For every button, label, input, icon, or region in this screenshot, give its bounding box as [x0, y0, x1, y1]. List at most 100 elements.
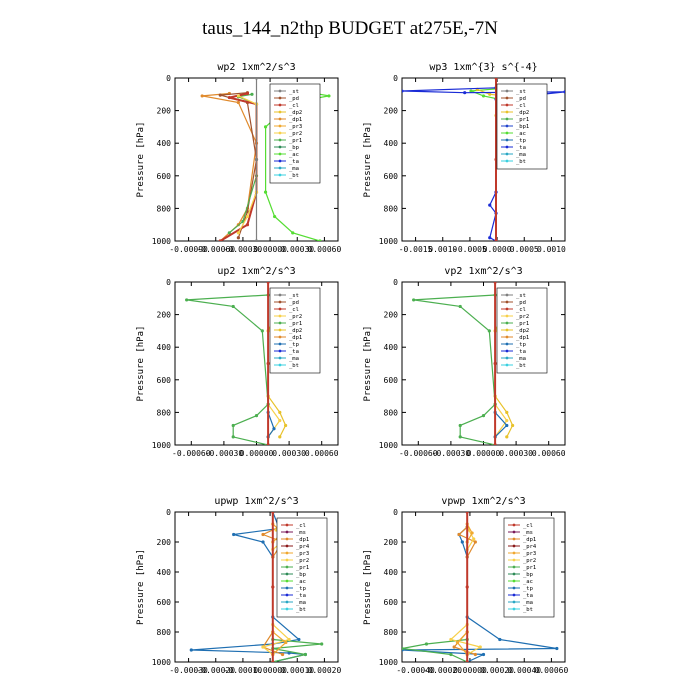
series-point-pr2 — [261, 645, 265, 649]
legend-label-bt: _bt — [523, 607, 533, 613]
series-point-dp1 — [473, 540, 477, 544]
plot-title: vpwp 1xm^2/s^3 — [441, 496, 525, 507]
series-point-cl — [245, 91, 250, 96]
legend-marker-pr2 — [278, 314, 282, 318]
legend-marker-ma — [505, 356, 509, 360]
series-point-pd — [218, 93, 222, 97]
y-tick-label: 200 — [384, 311, 399, 320]
legend-marker-cl — [278, 103, 282, 107]
legend-marker-pd — [278, 96, 282, 100]
x-tick-label: 0.00020 — [308, 666, 342, 675]
series-point-dp2 — [278, 435, 282, 439]
legend-marker-pr3 — [285, 551, 289, 555]
series-point-tp — [189, 648, 193, 652]
y-axis-label: Pressure [hPa] — [363, 326, 373, 402]
x-tick-label: -0.00010 — [224, 666, 263, 675]
series-point-tp — [481, 652, 486, 657]
series-point-pd — [236, 236, 240, 240]
x-tick-label: -0.00030 — [169, 666, 208, 675]
legend-label-tp: _tp — [523, 586, 533, 592]
y-tick-label: 600 — [157, 598, 172, 607]
series-point-pr1 — [303, 652, 307, 657]
legend-label-pr1: _pr1 — [516, 321, 529, 327]
plot-title: vp2 1xm^2/s^3 — [444, 266, 522, 277]
legend-marker-pr2 — [278, 131, 282, 135]
legend-label-bt: _bt — [516, 159, 526, 165]
legend-label-pd: _pd — [516, 96, 526, 102]
x-tick-label: 0.00060 — [532, 449, 566, 458]
legend-label-ma: _ma — [289, 356, 299, 362]
legend-label-ta: _ta — [516, 145, 526, 151]
series-line-pr1 — [228, 93, 258, 234]
series-point-pr3 — [470, 531, 474, 535]
x-tick-label: 0.00000 — [253, 666, 287, 675]
series-point-ac — [469, 89, 473, 93]
x-tick-label: -0.0005 — [453, 245, 487, 254]
legend-marker-ta — [278, 159, 282, 163]
legend-marker-pr3 — [512, 551, 516, 555]
legend-marker-ms — [512, 530, 516, 534]
y-tick-label: 800 — [384, 204, 399, 213]
series-point-cl — [227, 95, 231, 100]
series-point-dp1 — [236, 100, 240, 105]
plot-wp2: wp2 1xm^2/s^302004006008001000-0.00090-0… — [136, 62, 341, 254]
legend-label-cl: _cl — [289, 103, 299, 109]
series-point-pr1 — [458, 304, 462, 309]
series-line-pd — [220, 92, 258, 238]
x-tick-label: 0.00000 — [240, 449, 274, 458]
series-point-pr2 — [236, 94, 240, 98]
legend-label-ma: _ma — [523, 600, 533, 606]
y-tick-label: 0 — [166, 508, 171, 517]
legend-marker-pr1 — [278, 321, 282, 325]
series-point-tp — [555, 646, 559, 651]
series-point-dp2 — [511, 423, 515, 428]
y-tick-label: 400 — [157, 343, 172, 352]
series-point-pr2 — [478, 645, 482, 649]
series-point-cl — [271, 660, 275, 662]
legend-label-dp2: _dp2 — [516, 110, 529, 116]
legend-marker-bt — [278, 363, 282, 367]
legend-marker-pd — [505, 300, 509, 304]
legend-label-cl: _cl — [289, 307, 299, 313]
legend-label-st: _st — [289, 293, 299, 299]
legend-marker-cl — [505, 307, 509, 311]
series-point-cl — [266, 282, 270, 284]
x-tick-label: -0.0015 — [399, 245, 433, 254]
plot-frame — [401, 511, 566, 663]
x-tick-label: 0.00060 — [305, 449, 339, 458]
x-tick-label: 0.00060 — [535, 666, 569, 675]
series-point-cl — [266, 361, 270, 366]
legend-label-bt: _bt — [296, 607, 306, 613]
y-tick-label: 600 — [384, 376, 399, 385]
x-tick-label: 0.0005 — [510, 245, 539, 254]
y-tick-label: 0 — [393, 508, 398, 517]
series-point-cl — [493, 443, 497, 445]
series-point-ac — [263, 125, 268, 129]
series-point-pr2 — [245, 214, 250, 219]
legend-label-ta: _ta — [523, 593, 533, 599]
series-point-ac — [327, 94, 331, 98]
legend-label-pr2: _pr2 — [296, 558, 309, 564]
series-point-pr1 — [231, 423, 235, 428]
legend-label-pd: _pd — [516, 300, 526, 306]
series-line-tp — [191, 512, 306, 662]
series-point-tp — [505, 423, 509, 428]
y-tick-label: 400 — [157, 568, 172, 577]
y-tick-label: 1000 — [152, 237, 171, 246]
series-point-cl — [494, 78, 498, 80]
x-tick-label: -0.00040 — [396, 666, 435, 675]
legend-marker-ma — [285, 600, 289, 604]
series-point-pr2 — [278, 418, 282, 423]
series-point-ta — [402, 89, 404, 93]
series-point-cl — [271, 512, 275, 514]
series-point-dp1 — [200, 94, 204, 98]
legend-label-bp1: _bp1 — [516, 124, 529, 130]
legend-label-tp: _tp — [516, 138, 526, 144]
series-point-cl — [218, 239, 222, 241]
series-point-dp1 — [261, 532, 265, 537]
series-point-st — [254, 157, 259, 162]
series-line-cl — [219, 92, 258, 241]
legend-label-ma: _ma — [289, 166, 299, 172]
series-point-tp — [498, 637, 502, 642]
legend-label-pr1: _pr1 — [289, 321, 302, 327]
